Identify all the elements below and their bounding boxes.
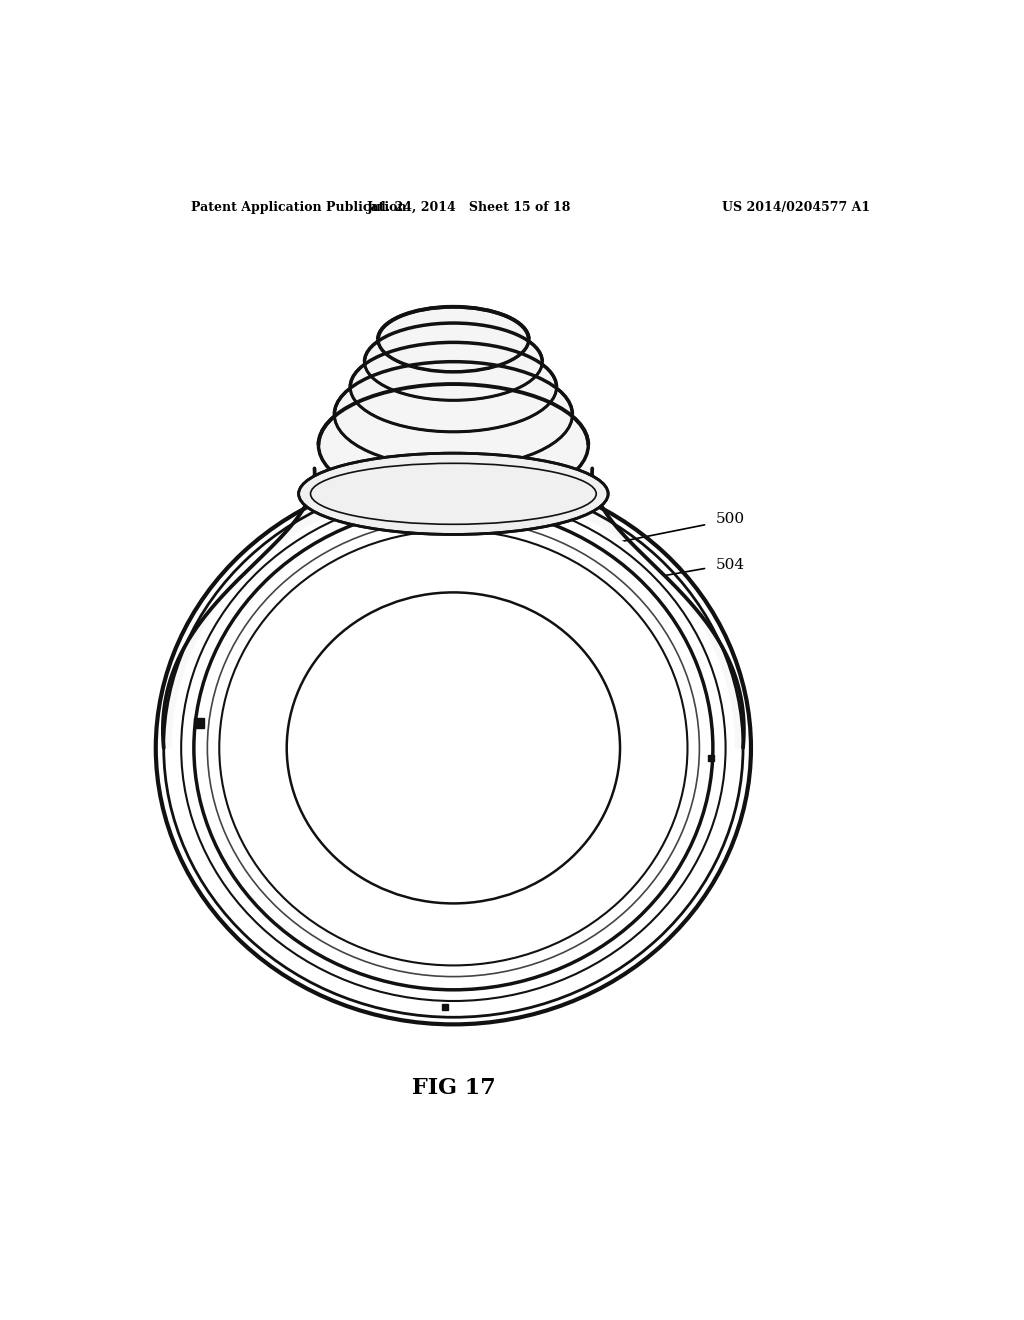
Ellipse shape (350, 342, 557, 432)
Text: 508: 508 (650, 833, 679, 846)
Text: 504: 504 (715, 558, 744, 572)
Ellipse shape (318, 384, 588, 506)
Ellipse shape (365, 323, 543, 400)
Ellipse shape (172, 488, 735, 1007)
Ellipse shape (299, 453, 608, 535)
Text: FIG 17: FIG 17 (412, 1077, 496, 1100)
Text: Jul. 24, 2014   Sheet 15 of 18: Jul. 24, 2014 Sheet 15 of 18 (367, 201, 571, 214)
Text: Patent Application Publication: Patent Application Publication (191, 201, 407, 214)
Ellipse shape (334, 362, 572, 467)
Text: US 2014/0204577 A1: US 2014/0204577 A1 (722, 201, 870, 214)
Polygon shape (163, 469, 743, 748)
Ellipse shape (378, 306, 528, 372)
Text: 500: 500 (715, 512, 744, 527)
